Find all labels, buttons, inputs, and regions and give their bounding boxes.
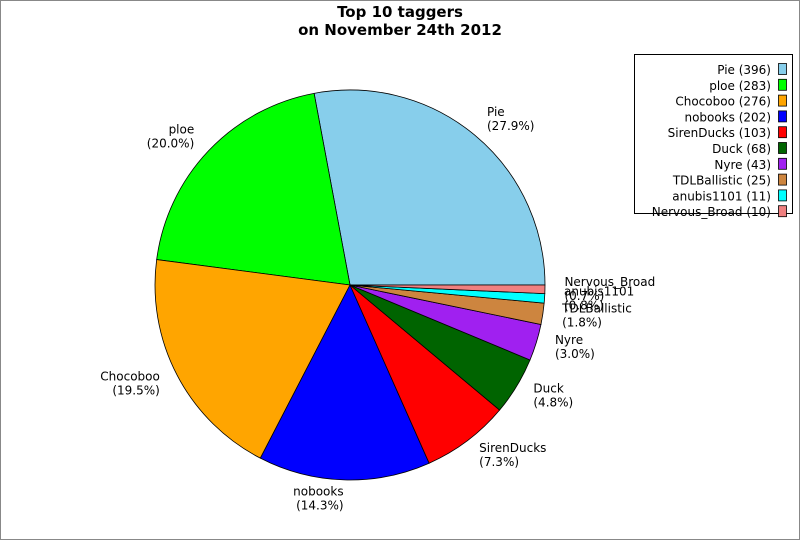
legend-swatch [778, 126, 787, 139]
slice-percent: (0.7%) [564, 289, 604, 303]
legend-label: Pie (396) [717, 63, 771, 77]
slice-label: Nyre [555, 333, 583, 347]
slice-percent: (27.9%) [487, 119, 534, 133]
legend-swatch [778, 157, 787, 170]
pie-slice [259, 284, 430, 481]
chart-subtitle: on November 24th 2012 [298, 21, 502, 39]
slice-label: ploe [169, 123, 195, 137]
slice-percent: (14.3%) [296, 498, 343, 512]
legend-swatch [778, 189, 787, 202]
legend-label: TDLBallistic (25) [672, 174, 771, 188]
legend-label: Nyre (43) [714, 158, 771, 172]
pie-slice [154, 259, 351, 459]
legend-swatch [778, 173, 787, 186]
legend-label: Duck (68) [712, 142, 771, 156]
slice-percent: (3.0%) [555, 347, 595, 361]
legend-label: Nervous_Broad (10) [652, 205, 771, 219]
slice-label: TDLBallistic [561, 302, 632, 316]
pie-slice [349, 284, 546, 295]
legend [634, 54, 793, 214]
slice-percent: (0.8%) [564, 299, 604, 313]
slice-percent: (20.0%) [147, 137, 194, 151]
legend-swatch [778, 110, 787, 123]
slice-label: nobooks [293, 484, 343, 498]
legend-label: SirenDucks (103) [668, 126, 771, 140]
slice-percent: (7.3%) [479, 455, 519, 469]
legend-swatch [778, 142, 787, 154]
slice-label: anubis1101 [564, 285, 634, 299]
legend-label: ploe (283) [709, 79, 771, 93]
pie-slice [156, 92, 351, 286]
slice-label: Chocoboo [100, 369, 160, 383]
legend-swatch [778, 94, 787, 107]
slice-percent: (4.8%) [533, 395, 573, 409]
legend-swatch [778, 78, 787, 91]
slice-label: Nervous_Broad [564, 275, 655, 289]
slice-label: Duck [533, 381, 563, 395]
legend-label: anubis1101 (11) [672, 189, 771, 203]
slice-percent: (19.5%) [112, 383, 159, 397]
chart-title: Top 10 taggers [337, 3, 463, 21]
pie-slice [313, 89, 546, 286]
slice-percent: (1.8%) [562, 316, 602, 330]
legend-swatch [778, 63, 787, 75]
slice-label: SirenDucks [479, 441, 546, 455]
legend-swatch [778, 205, 787, 218]
slice-label: Pie [487, 105, 505, 119]
legend-label: nobooks (202) [684, 110, 771, 124]
legend-label: Chocoboo (276) [675, 95, 771, 109]
